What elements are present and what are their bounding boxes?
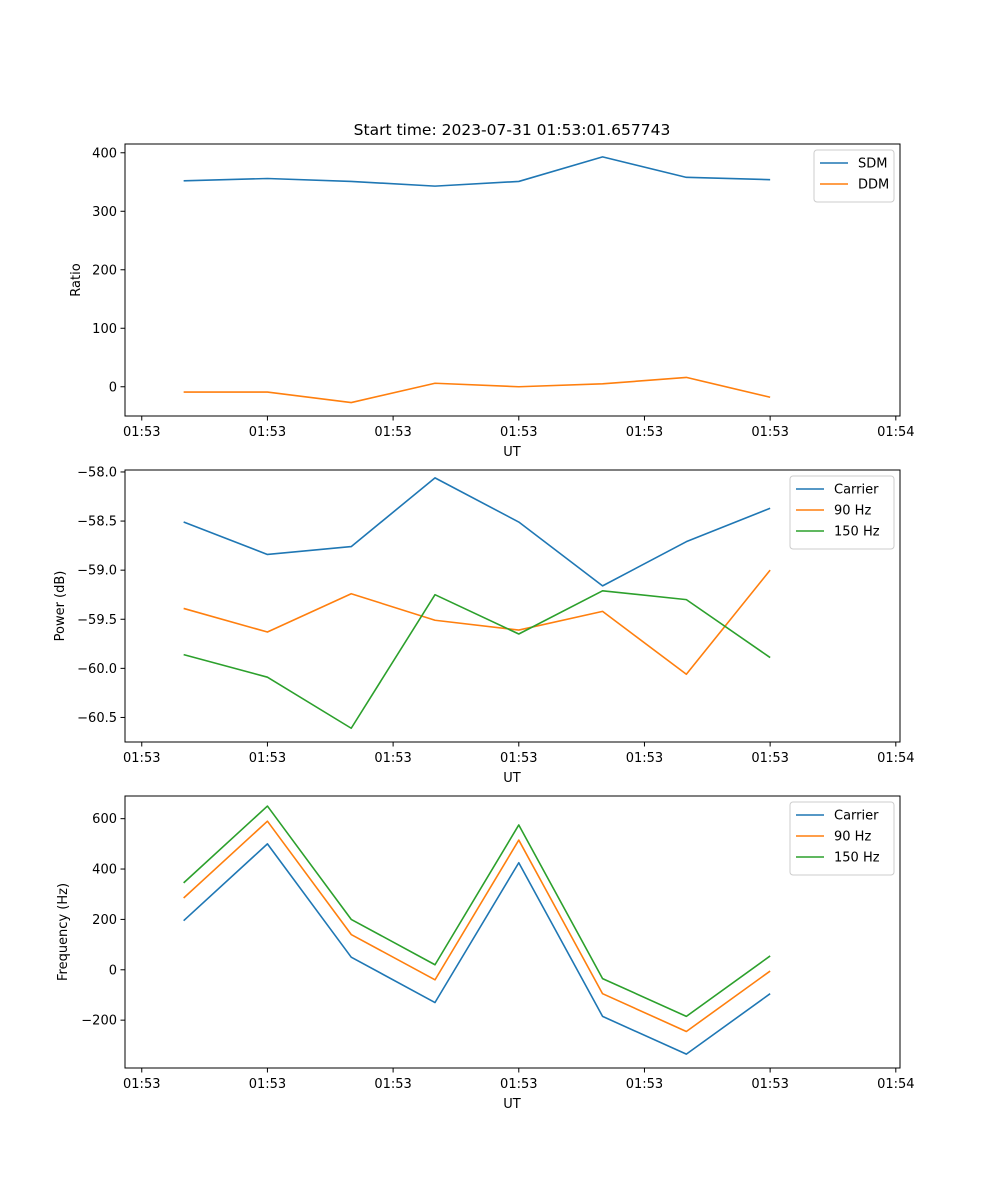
legend-label: 90 Hz [834, 830, 871, 845]
x-tick-label: 01:53 [751, 1077, 788, 1092]
plot-frame [124, 795, 901, 1069]
legend-label: Carrier [834, 483, 879, 498]
x-axis-label: UT [503, 445, 521, 460]
y-tick-label: −60.5 [77, 711, 117, 726]
series-layer [183, 156, 771, 404]
x-tick-label: 01:53 [123, 751, 160, 766]
x-tick-label: 01:54 [877, 751, 914, 766]
axes-layer: 01:53 01:53 01:53 01:53 01:53 01:53 01:54 −200 0… [81, 812, 914, 1092]
x-tick-label: 01:53 [751, 751, 788, 766]
y-tick-label: 0 [109, 380, 117, 395]
x-tick-label: 01:53 [249, 425, 286, 440]
y-tick-label: −59.5 [77, 613, 117, 628]
y-tick-label: −200 [81, 1014, 117, 1029]
series-line-90-hz [183, 820, 771, 1033]
x-tick-label: 01:53 [374, 1077, 411, 1092]
y-axis-label: Ratio [69, 263, 84, 296]
series-layer [183, 805, 771, 1055]
series-line-90-hz [183, 569, 771, 676]
series-line-150-hz [183, 805, 771, 1018]
y-axis-label: Frequency (Hz) [56, 883, 71, 981]
x-tick-label: 01:53 [249, 1077, 286, 1092]
legend-label: 90 Hz [834, 504, 871, 519]
y-tick-label: 200 [92, 263, 117, 278]
chart-title: Start time: 2023-07-31 01:53:01.657743 [354, 121, 671, 139]
axes-layer: 01:53 01:53 01:53 01:53 01:53 01:53 01:54 −58.0… [77, 465, 914, 766]
x-tick-label: 01:54 [877, 425, 914, 440]
y-tick-label: 600 [92, 812, 117, 827]
series-layer [183, 477, 771, 730]
legend-label: Carrier [834, 809, 879, 824]
legend-label: 150 Hz [834, 851, 880, 866]
y-tick-label: 400 [92, 863, 117, 878]
y-axis-label: Power (dB) [53, 571, 68, 642]
x-tick-label: 01:53 [500, 751, 537, 766]
legend-label: 150 Hz [834, 525, 880, 540]
plot-frame [124, 469, 901, 743]
x-axis-label: UT [503, 771, 521, 786]
x-tick-label: 01:53 [500, 425, 537, 440]
y-tick-label: −58.0 [77, 465, 117, 480]
legend: Carrier 90 Hz 150 Hz [789, 801, 895, 876]
x-axis-label: UT [503, 1097, 521, 1112]
y-tick-label: 300 [92, 205, 117, 220]
legend-label: SDM [858, 157, 887, 172]
series-line-carrier [183, 843, 771, 1055]
series-line-sdm [183, 156, 771, 187]
series-line-150-hz [183, 589, 771, 730]
y-tick-label: 100 [92, 322, 117, 337]
plot-frame [124, 143, 901, 417]
y-tick-label: 200 [92, 913, 117, 928]
y-tick-label: 400 [92, 146, 117, 161]
x-tick-label: 01:53 [123, 425, 160, 440]
axes-layer: 01:53 01:53 01:53 01:53 01:53 01:53 01:54 0 100 2… [92, 146, 914, 440]
ratio-panel: Start time: 2023-07-31 01:53:01.657743 R… [69, 121, 915, 460]
x-tick-label: 01:53 [626, 751, 663, 766]
x-tick-label: 01:53 [626, 1077, 663, 1092]
series-line-carrier [183, 477, 771, 587]
x-tick-label: 01:53 [500, 1077, 537, 1092]
legend-label: DDM [858, 178, 889, 193]
x-tick-label: 01:53 [374, 425, 411, 440]
x-tick-label: 01:53 [123, 1077, 160, 1092]
frequency-panel: Frequency (Hz) UT 01:53 01:53 01:53 01:53 01… [56, 795, 915, 1112]
x-tick-label: 01:53 [626, 425, 663, 440]
x-tick-label: 01:53 [249, 751, 286, 766]
y-tick-label: −60.0 [77, 662, 117, 677]
y-tick-label: −59.0 [77, 564, 117, 579]
y-tick-label: 0 [109, 963, 117, 978]
legend: SDM DDM [813, 149, 895, 203]
x-tick-label: 01:54 [877, 1077, 914, 1092]
series-line-ddm [183, 376, 771, 404]
y-tick-label: −58.5 [77, 515, 117, 530]
x-tick-label: 01:53 [374, 751, 411, 766]
x-tick-label: 01:53 [751, 425, 788, 440]
power-panel: Power (dB) UT 01:53 01:53 01:53 01:53 01:53 0… [53, 465, 915, 786]
legend: Carrier 90 Hz 150 Hz [789, 475, 895, 550]
